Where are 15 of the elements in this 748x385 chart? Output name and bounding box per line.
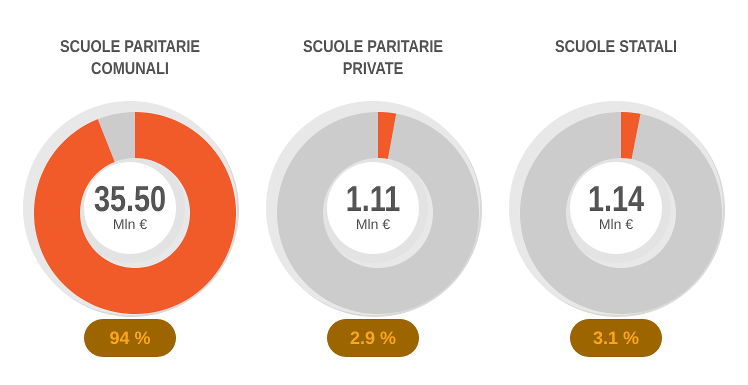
text: Mln € bbox=[598, 216, 634, 232]
text: 1.14 bbox=[586, 178, 646, 219]
text: 3.1 % bbox=[570, 319, 662, 357]
donut-slice bbox=[98, 112, 135, 162]
text: 2.9 % bbox=[327, 319, 419, 357]
donut-slice bbox=[378, 112, 396, 159]
donut-slice bbox=[621, 112, 641, 160]
text: Mln € bbox=[112, 216, 148, 232]
chart-title: SCUOLE STATALI bbox=[554, 36, 678, 58]
text: 1.11 bbox=[344, 178, 402, 219]
text: 35.50 bbox=[92, 178, 168, 219]
text: Mln € bbox=[354, 216, 392, 232]
chart-title: SCUOLE PARITARIE PRIVATE bbox=[302, 36, 444, 80]
chart-title: SCUOLE PARITARIE COMUNALI bbox=[59, 36, 201, 80]
text: 94 % bbox=[84, 319, 176, 357]
